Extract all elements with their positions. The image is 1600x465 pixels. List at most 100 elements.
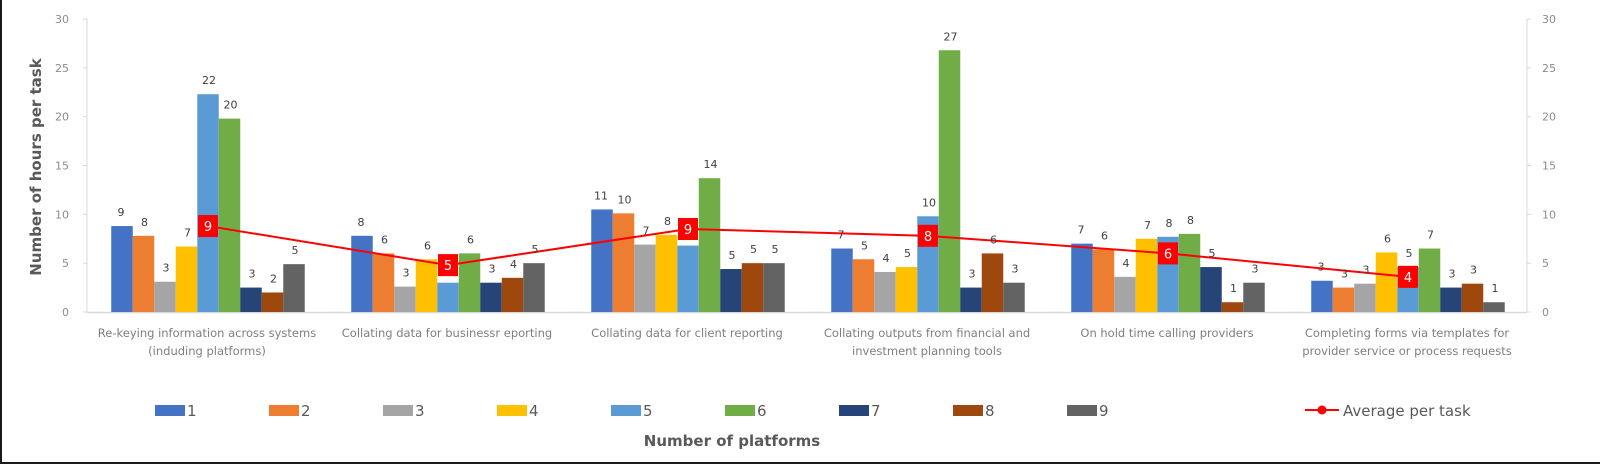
bar-data-label: 7 [1144, 219, 1151, 232]
bar-data-label: 3 [969, 268, 976, 281]
bar-data-label: 3 [1341, 268, 1348, 281]
bar-series-5 [677, 245, 699, 312]
average-data-label: 5 [444, 259, 452, 274]
average-marker [678, 217, 698, 240]
bar-data-label: 6 [424, 239, 431, 252]
bar-data-label: 2 [270, 272, 277, 285]
bar-series-7 [240, 287, 262, 312]
y-tick-label: 15 [55, 160, 69, 173]
bar-series-8 [1221, 302, 1244, 312]
y-axis-title: Number of hours per task [27, 57, 45, 275]
y2-tick-label: 20 [1542, 111, 1556, 124]
average-marker [438, 254, 458, 277]
bars [111, 50, 1505, 313]
bar-data-label: 3 [1449, 268, 1456, 281]
category-label: Collating data for client reporting [591, 326, 783, 340]
bar-data-label: 6 [381, 233, 388, 246]
legend-label: 4 [529, 402, 539, 420]
bar-series-2 [1092, 249, 1115, 312]
average-line: 959 864 [198, 215, 1418, 288]
bar-data-label: 3 [403, 267, 410, 280]
bar-series-9 [283, 264, 305, 312]
bar-data-label: 7 [1078, 224, 1085, 237]
legend-label: 6 [757, 402, 767, 420]
bar-data-label: 3 [1363, 264, 1370, 277]
bar-data-label: 5 [904, 247, 911, 260]
bar-series-2 [1332, 287, 1355, 312]
bar-data-label: 5 [772, 243, 779, 256]
y-tick-label: 5 [62, 257, 69, 270]
bar-data-label: 27 [944, 30, 958, 43]
legend-label: 8 [985, 402, 995, 420]
y-tick-label: 20 [55, 111, 69, 124]
category-label: Completing forms via templates for [1305, 326, 1510, 340]
bar-data-label: 6 [990, 233, 997, 246]
bar-series-3 [154, 281, 176, 312]
bar-data-label: 10 [618, 193, 632, 206]
category-label: investment planning tools [852, 344, 1002, 358]
y-tick-label: 10 [55, 208, 69, 221]
bar-series-2 [372, 253, 395, 312]
bar-data-label: 5 [292, 244, 299, 257]
average-marker [198, 215, 218, 238]
legend-swatch-5 [611, 405, 641, 416]
legend-label: 2 [301, 402, 311, 420]
bar-series-6 [1178, 233, 1201, 312]
bar-data-label: 5 [729, 249, 736, 262]
bar-data-label: 8 [664, 215, 671, 228]
bar-data-label: 11 [594, 189, 608, 202]
category-label: (induding platforms) [148, 344, 266, 358]
bar-data-label: 9 [118, 206, 125, 219]
category-label: Collating data for businessr eporting [342, 326, 552, 340]
bar-series-8 [261, 292, 284, 312]
bar-series-4 [415, 259, 438, 312]
bar-series-4 [1135, 238, 1158, 312]
legend-label: 5 [643, 402, 653, 420]
bar-series-3 [394, 286, 416, 312]
bar-series-1 [111, 226, 133, 312]
x-axis-title: Number of platforms [644, 432, 820, 450]
category-label: Re-keying information across systems [98, 326, 316, 340]
bar-series-4 [655, 234, 678, 312]
average-data-label: 8 [924, 230, 932, 245]
bar-series-4 [175, 246, 198, 312]
bar-data-label: 5 [1209, 247, 1216, 260]
y2-tick-label: 10 [1542, 208, 1556, 221]
bar-data-label: 4 [510, 258, 517, 271]
bar-data-label: 7 [1427, 229, 1434, 242]
legend-label: 7 [871, 402, 881, 420]
legend-swatch-8 [953, 405, 983, 416]
legend-label: Average per task [1343, 402, 1471, 420]
y-tick-label: 25 [55, 62, 69, 75]
bar-series-2 [132, 235, 155, 312]
bar-series-6 [1418, 248, 1441, 312]
bar-data-label: 1 [1230, 282, 1237, 295]
bar-series-9 [523, 263, 545, 312]
bar-series-6 [938, 50, 961, 313]
bar-series-7 [480, 282, 502, 312]
bar-series-1 [1311, 280, 1333, 312]
legend-swatch-2 [269, 405, 299, 416]
average-data-label: 9 [684, 223, 692, 238]
bar-series-8 [741, 263, 764, 312]
bar-data-label: 5 [532, 243, 539, 256]
bar-data-label: 6 [467, 233, 474, 246]
bar-series-8 [501, 277, 524, 312]
category-label: provider service or process requests [1302, 344, 1511, 358]
bar-data-label: 8 [141, 216, 148, 229]
bar-series-4 [1375, 252, 1398, 312]
bar-data-label: 3 [249, 268, 256, 281]
y2-tick-label: 15 [1542, 160, 1556, 173]
bar-data-label: 3 [1252, 263, 1259, 276]
bar-series-9 [1243, 282, 1265, 312]
bar-series-6 [458, 253, 481, 312]
bar-data-label: 3 [1012, 263, 1019, 276]
legend-marker-average [1317, 405, 1327, 415]
bar-series-1 [351, 235, 373, 312]
legend-swatch-6 [725, 405, 755, 416]
bar-series-7 [1200, 267, 1222, 312]
